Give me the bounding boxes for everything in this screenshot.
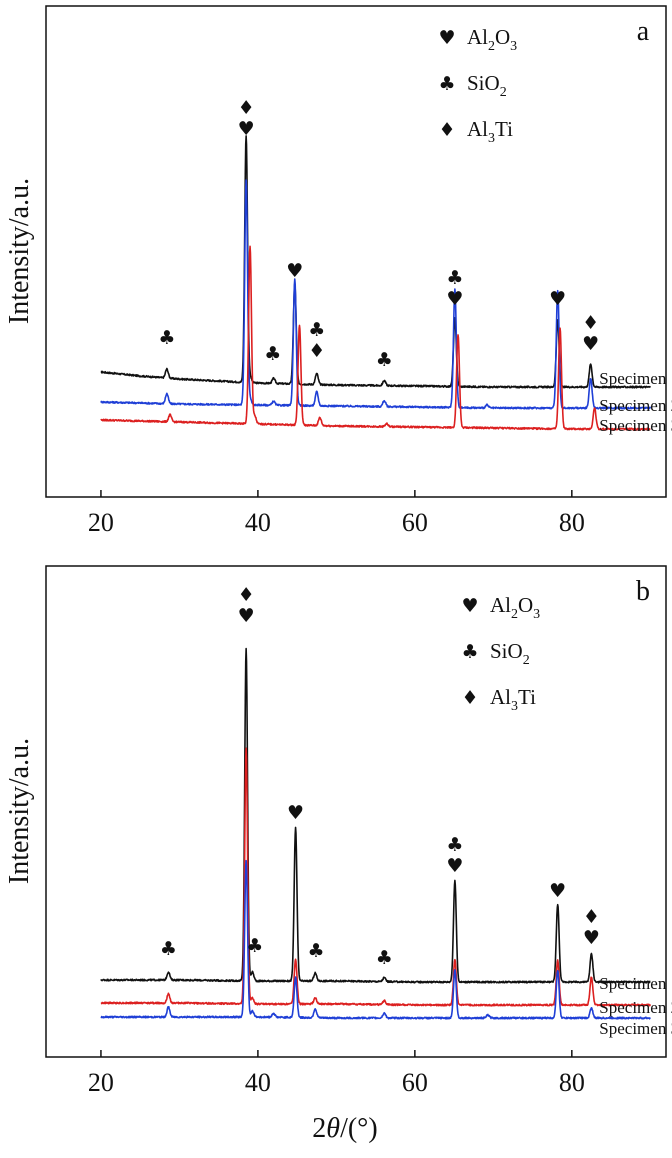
phase-marker-symbol: ♦ [582, 312, 599, 334]
legend-symbol: ♦ [438, 119, 455, 141]
panel-letter: a [637, 16, 650, 47]
x-tick-label: 20 [88, 1068, 114, 1097]
x-tick-label: 40 [245, 508, 271, 537]
phase-marker-symbol: ♣ [376, 947, 393, 969]
plot-frame [45, 5, 667, 498]
phase-marker-symbol: ♥ [238, 118, 255, 140]
y-axis-title: Intensity/a.u. [4, 178, 35, 324]
phase-marker-symbol: ♥ [549, 288, 566, 310]
phase-marker-symbol: ♣ [264, 343, 281, 365]
x-tick-label: 80 [559, 508, 585, 537]
legend-entry: Al3Ti [467, 117, 513, 146]
legend-entry: Al2O3 [490, 593, 540, 622]
x-axis-title: 2θ/(°) [312, 1113, 377, 1144]
specimen-label: Specimen 3 [599, 1019, 672, 1038]
phase-marker-symbol: ♣ [160, 938, 177, 960]
legend-entry: Al2O3 [467, 25, 517, 54]
x-tick-label: 20 [88, 508, 114, 537]
plot-frame [45, 565, 667, 1058]
legend-symbol: ♥ [438, 27, 455, 49]
legend-entry: SiO2 [467, 71, 507, 100]
phase-marker-symbol: ♥ [549, 880, 566, 902]
phase-marker-symbol: ♦ [238, 584, 255, 606]
series-line-specimen-2 [100, 179, 652, 410]
phase-marker-symbol: ♦ [583, 906, 600, 928]
specimen-label: Specimen 2 [599, 998, 672, 1017]
phase-marker-symbol: ♥ [286, 260, 303, 282]
x-tick-label: 60 [402, 1068, 428, 1097]
specimen-label: Specimen 1 [599, 974, 672, 993]
phase-marker-symbol: ♥ [446, 288, 463, 310]
phase-marker-symbol: ♣ [307, 940, 324, 962]
phase-marker-symbol: ♥ [583, 927, 600, 949]
legend-symbol: ♥ [461, 595, 478, 617]
specimen-label: Specimen 3 [599, 416, 672, 435]
specimen-label: Specimen 1 [599, 369, 672, 388]
phase-marker-symbol: ♣ [446, 267, 463, 289]
legend-entry: Al3Ti [490, 685, 536, 714]
phase-marker-symbol: ♥ [287, 802, 304, 824]
panel-a-chart: 20 40 60 80 Intensity/a.u. a Specimen 1 Specime… [4, 5, 672, 537]
phase-marker-symbol: ♣ [246, 935, 263, 957]
series-line-specimen-3 [100, 245, 651, 431]
x-tick-label: 60 [402, 508, 428, 537]
series-line-specimen-1 [100, 647, 651, 984]
panel-b-chart: 20 40 60 80 Intensity/a.u. b Specimen 1 Specime… [4, 565, 672, 1097]
specimen-label: Specimen 2 [599, 396, 672, 415]
phase-marker-symbol: ♣ [158, 327, 175, 349]
x-tick-label: 40 [245, 1068, 271, 1097]
phase-marker-symbol: ♥ [238, 605, 255, 627]
y-axis-title: Intensity/a.u. [4, 738, 35, 884]
legend-symbol: ♣ [438, 73, 455, 95]
phase-marker-symbol: ♥ [446, 855, 463, 877]
phase-marker-symbol: ♣ [308, 319, 325, 341]
phase-marker-symbol: ♣ [446, 834, 463, 856]
phase-marker-symbol: ♦ [308, 340, 325, 362]
legend-symbol: ♦ [461, 687, 478, 709]
series-line-specimen-3 [100, 859, 651, 1020]
panel-letter: b [636, 576, 650, 607]
phase-marker-symbol: ♣ [376, 349, 393, 371]
legend-symbol: ♣ [461, 641, 478, 663]
x-tick-label: 80 [559, 1068, 585, 1097]
phase-marker-symbol: ♦ [238, 97, 255, 119]
phase-marker-symbol: ♥ [582, 333, 599, 355]
legend-entry: SiO2 [490, 639, 530, 668]
